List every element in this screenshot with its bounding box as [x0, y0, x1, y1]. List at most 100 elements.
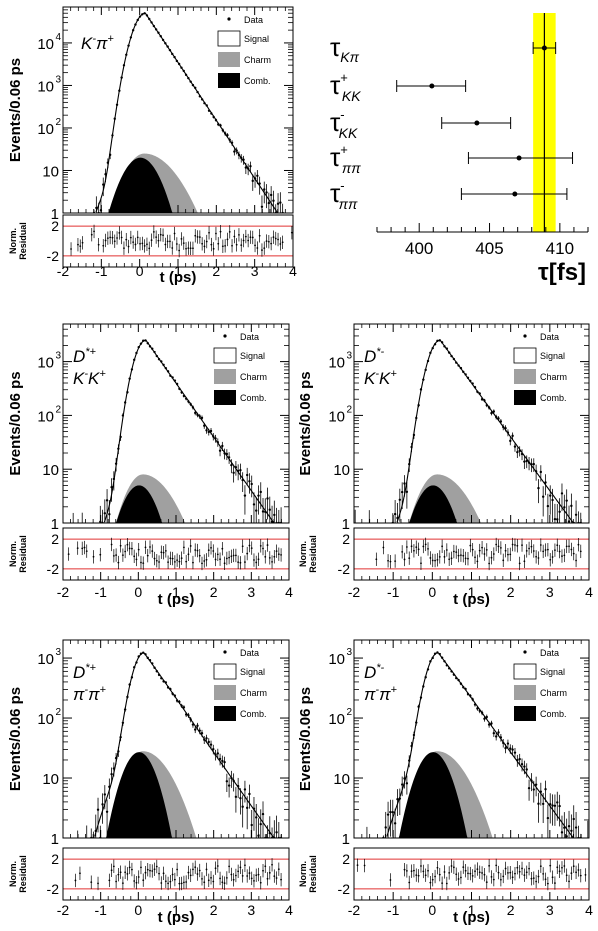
data-point [173, 379, 177, 382]
legend-signal-label: Signal [240, 351, 265, 361]
data-point [205, 429, 208, 432]
data-point [212, 435, 215, 438]
data-point [209, 429, 213, 433]
y-tick-exponent: 2 [55, 117, 61, 128]
residual-point [111, 236, 114, 239]
data-point [226, 134, 229, 137]
data-point [523, 765, 526, 768]
data-point [122, 64, 126, 67]
residual-point [244, 864, 246, 867]
data-point [553, 804, 557, 807]
x-tick-label: 1 [468, 902, 476, 918]
data-point [462, 370, 465, 374]
y-tick-label: 10 [37, 36, 54, 53]
residual-point [230, 555, 233, 558]
residual-point [415, 546, 418, 549]
data-point [207, 109, 211, 112]
residual-point [125, 238, 128, 241]
data-point [471, 382, 474, 385]
data-point [497, 731, 500, 734]
y-tick-exponent: 3 [55, 74, 61, 85]
comb-area [393, 485, 492, 523]
residual-point [257, 558, 260, 561]
residual-tick-label: -2 [47, 561, 60, 577]
legend-signal-label: Signal [240, 667, 265, 677]
data-point [157, 31, 160, 34]
data-point [184, 397, 188, 400]
residual-point [153, 557, 156, 560]
data-point [126, 391, 129, 394]
data-point [525, 459, 528, 463]
data-point [398, 498, 402, 502]
residual-point [546, 548, 549, 551]
residual-point [212, 247, 215, 250]
residual-point [530, 545, 533, 548]
residual-point [246, 552, 249, 555]
residual-y-label: Norm.Residual [298, 535, 318, 573]
residual-point [117, 561, 120, 564]
residual-point [438, 556, 441, 558]
residual-point [232, 878, 235, 881]
data-point [171, 692, 174, 695]
residual-point [530, 877, 533, 880]
data-point [106, 161, 110, 164]
data-point [560, 831, 564, 834]
residual-point [268, 871, 271, 874]
residual-point [117, 873, 120, 876]
data-point [126, 695, 129, 699]
data-point [567, 824, 571, 828]
residual-point [90, 881, 93, 884]
legend-data-label: Data [540, 332, 559, 342]
x-tick-label: 0 [428, 584, 436, 600]
y-tick-exponent: 2 [55, 404, 61, 415]
residual-point [438, 873, 441, 876]
legend-comb-swatch [514, 706, 536, 721]
legend-comb-label: Comb. [540, 393, 567, 403]
data-point [230, 463, 233, 467]
data-point [214, 437, 217, 440]
residual-point [124, 550, 127, 553]
data-point [511, 434, 514, 438]
data-point [160, 360, 163, 363]
data-point [227, 784, 231, 787]
residual-point [271, 863, 273, 866]
legend-data-marker [523, 650, 527, 654]
residual-y-label: Norm.Residual [8, 222, 28, 260]
x-tick-label: -1 [94, 584, 107, 600]
data-point [480, 711, 484, 714]
data-point [570, 504, 573, 508]
y-tick-label: 1 [51, 831, 59, 848]
data-point [473, 385, 477, 389]
residual-point [546, 882, 549, 885]
residual-point [97, 243, 100, 246]
residual-point [518, 562, 521, 565]
legend-data-label: Data [244, 15, 263, 25]
data-point [119, 735, 122, 739]
residual-point [242, 239, 245, 242]
data-point [223, 760, 226, 764]
legend-comb-swatch [214, 390, 236, 405]
data-point [464, 373, 467, 376]
x-tick-label: 4 [289, 263, 297, 279]
residual-point [256, 247, 259, 249]
data-point [412, 733, 416, 737]
residual-tick-label: 2 [342, 531, 350, 547]
residual-point [257, 873, 260, 876]
residual-point [180, 557, 183, 560]
data-point [169, 687, 172, 691]
residual-point [119, 544, 122, 547]
residual-point [219, 877, 221, 880]
data-point [252, 807, 256, 810]
x-tick-label: -2 [348, 584, 361, 600]
data-point [205, 104, 208, 107]
data-point [520, 762, 524, 766]
data-point [200, 416, 204, 420]
x-tick-label: -2 [57, 902, 70, 918]
residual-point [584, 873, 587, 876]
x-tick-label: -1 [95, 263, 108, 279]
residual-point [561, 866, 563, 869]
data-point [246, 167, 250, 170]
residual-tick-label: 2 [51, 851, 59, 867]
data-point [168, 48, 172, 52]
residual-point [443, 555, 446, 558]
